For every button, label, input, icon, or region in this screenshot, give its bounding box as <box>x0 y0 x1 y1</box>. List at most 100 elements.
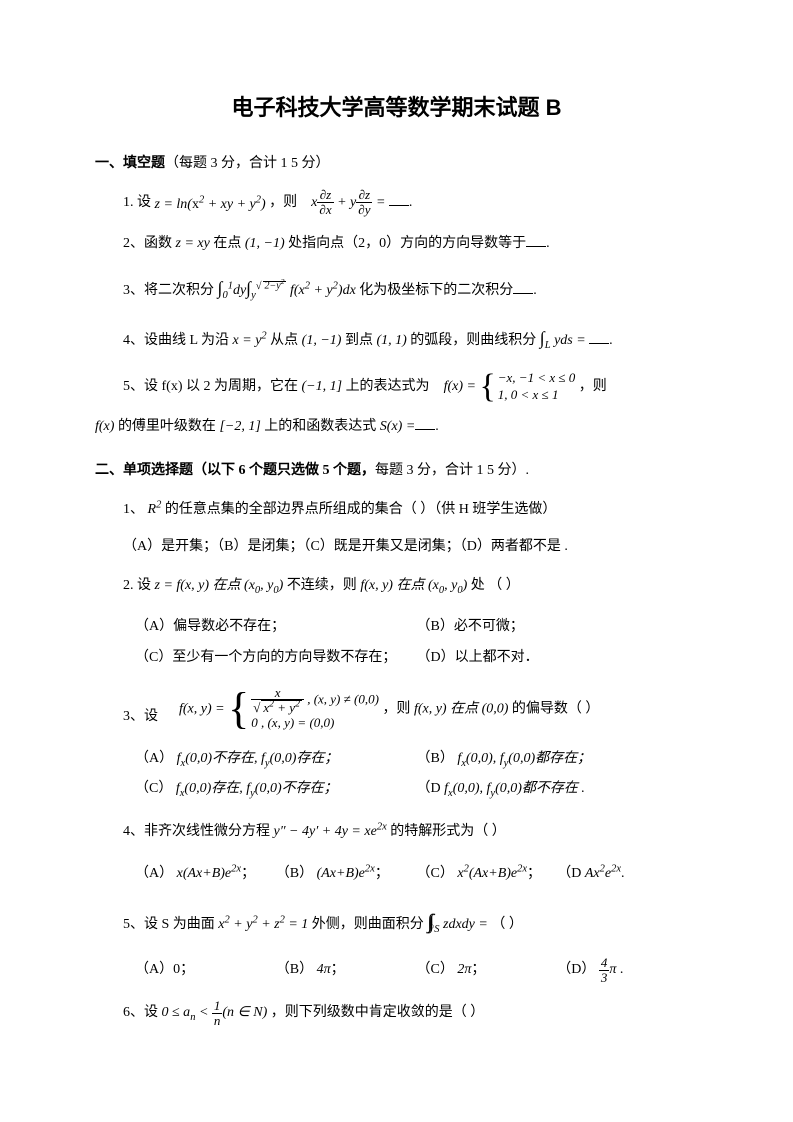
s2-q6-expr: 0 ≤ an < 1n(n ∈ N) <box>162 1005 268 1020</box>
section-1-header-rest: （每题 3 分，合计 1 5 分） <box>165 156 330 171</box>
blank <box>513 281 533 295</box>
s2-q3-tail: 的偏导数（ ） <box>512 701 600 716</box>
page-title: 电子科技大学高等数学期末试题 B <box>95 90 698 125</box>
s2-q2-optD: （D）以上都不对． <box>417 643 699 674</box>
s1-q1-expr2: x∂z∂x + y∂z∂y = <box>311 195 389 210</box>
s2-q5-optC: （C） 2π； <box>417 955 558 986</box>
s2-q6: 6、设 0 ≤ an < 1n(n ∈ N) ，则下列级数中肯定收敛的是（ ） <box>123 998 698 1027</box>
s1-q3-prefix: 3、将二次积分 <box>123 283 218 298</box>
s2-q1-prefix: 1、 <box>123 502 148 517</box>
s2-q1-opts: （A）是开集；（B）是闭集；（C）既是开集又是闭集；（D）两者都不是 . <box>123 536 698 558</box>
s2-q5-options: （A）0； （B） 4π； （C） 2π； （D） 43π . <box>135 955 698 986</box>
s1-q4-p2: (1, 1) <box>376 333 406 348</box>
blank <box>526 233 546 247</box>
s2-q3-optA: （A） fx(0,0)不存在, fy(0,0)存在； <box>135 744 417 775</box>
s1-q5-interval2: [−2, 1] <box>219 419 260 434</box>
s2-q2-optC: （C）至少有一个方向的方向导数不存在； <box>135 643 417 674</box>
s1-q4-suffix: . <box>609 333 613 348</box>
s1-q5-mid1: 上的表达式为 <box>346 379 434 394</box>
s2-q2-mid1: 不连续，则 <box>287 578 361 593</box>
s1-q5-l2-mid1: 的傅里叶级数在 <box>118 419 220 434</box>
s2-q5-prefix: 5、设 S 为曲面 <box>123 917 218 932</box>
s2-q2-optA: （A）偏导数必不存在； <box>135 612 417 643</box>
s2-q5-optB: （B） 4π； <box>276 955 417 986</box>
s2-q3-optD: （D fx(0,0), fy(0,0)都不存在 . <box>417 774 699 805</box>
s2-q4: 4、非齐次线性微分方程 y″ − 4y′ + 4y = xe2x 的特解形式为（… <box>123 817 698 846</box>
section-2-header: 二、单项选择题（以下 6 个题只选做 5 个题，每题 3 分，合计 1 5 分）… <box>95 460 698 482</box>
s2-q2-expr1: z = f(x, y) 在点 (x0, y0) <box>155 578 284 593</box>
s1-q5-piecewise: { −x, −1 < x ≤ 0 1, 0 < x ≤ 1 <box>479 370 575 404</box>
s2-q3-piecewise: { x√x2 + y2 , (x, y) ≠ (0,0) 0 , (x, y) … <box>228 686 379 732</box>
section-1-header-bold: 一、填空题 <box>95 156 165 171</box>
section-2-header-bold: 二、单项选择题（以下 6 个题只选做 5 个题， <box>95 463 375 478</box>
s1-q4-p1: (1, −1) <box>302 333 342 348</box>
s1-q5-mid2: ，则 <box>579 379 607 394</box>
s2-q4-optA: （A） x(Ax+B)e2x； <box>135 859 276 890</box>
s2-q3-optC: （C） fx(0,0)存在, fy(0,0)不存在； <box>135 774 417 805</box>
s2-q3-case2: 0 , (x, y) = (0,0) <box>251 715 379 732</box>
s2-q3-c1-cond: , (x, y) ≠ (0,0) <box>307 691 379 706</box>
s1-q4-mid2: 到点 <box>345 333 377 348</box>
blank <box>415 416 435 430</box>
s2-q6-prefix: 6、设 <box>123 1005 162 1020</box>
s2-q3: 3、设 f(x, y) = { x√x2 + y2 , (x, y) ≠ (0,… <box>123 686 698 732</box>
s2-q2-mid2: 处 （ ） <box>471 578 520 593</box>
s1-q1-suffix: . <box>409 195 413 210</box>
s2-q3-lhs: f(x, y) = <box>179 701 225 716</box>
s2-q4-mid: 的特解形式为（ ） <box>390 824 506 839</box>
s2-q6-mid: ，则下列级数中肯定收敛的是（ ） <box>271 1005 485 1020</box>
s2-q4-prefix: 4、非齐次线性微分方程 <box>123 824 274 839</box>
s1-q5-prefix: 5、设 f(x) 以 2 为周期，它在 <box>123 379 302 394</box>
s1-q4-expr2: ∫L yds = <box>540 333 589 348</box>
s1-q5: 5、设 f(x) 以 2 为周期，它在 (−1, 1] 上的表达式为 f(x) … <box>123 370 698 404</box>
s2-q3-optB: （B） fx(0,0), fy(0,0)都存在； <box>417 744 699 775</box>
s1-q2-suffix: . <box>546 236 550 251</box>
s2-q5-mid1: 外侧，则曲面积分 <box>312 917 428 932</box>
s1-q1-prefix: 1. 设 <box>123 195 155 210</box>
s1-q5-suffix: . <box>435 419 439 434</box>
s1-q2-mid1: 在点 <box>213 236 245 251</box>
section-1-header: 一、填空题（每题 3 分，合计 1 5 分） <box>95 153 698 175</box>
section-2-header-rest: 每题 3 分，合计 1 5 分）. <box>375 463 529 478</box>
s1-q2-expr1: z = xy <box>176 236 210 251</box>
s1-q3-suffix: . <box>533 283 537 298</box>
s2-q5: 5、设 S 为曲面 x2 + y2 + z2 = 1 外侧，则曲面积分 ∫∫S … <box>123 901 698 943</box>
s1-q2: 2、函数 z = xy 在点 (1, −1) 处指向点（2，0）方向的方向导数等… <box>123 229 698 258</box>
s1-q5-case1: −x, −1 < x ≤ 0 <box>498 370 576 387</box>
brace-icon: { <box>228 687 249 731</box>
s2-q2: 2. 设 z = f(x, y) 在点 (x0, y0) 不连续，则 f(x, … <box>123 571 698 600</box>
s1-q4: 4、设曲线 L 为沿 x = y2 从点 (1, −1) 到点 (1, 1) 的… <box>123 320 698 358</box>
s2-q2-prefix: 2. 设 <box>123 578 155 593</box>
s1-q4-mid3: 的弧段，则曲线积分 <box>410 333 540 348</box>
s1-q5-line2: f(x) 的傅里叶级数在 [−2, 1] 上的和函数表达式 S(x) =. <box>95 416 698 438</box>
s2-q1: 1、 R2 的任意点集的全部边界点所组成的集合（ ）（供 H 班学生选做） <box>123 495 698 524</box>
s1-q1: 1. 设 z = ln(x2 + xy + y2) ，则 x∂z∂x + y∂z… <box>123 188 698 217</box>
s2-q2-options: （A）偏导数必不存在； （B）必不可微； （C）至少有一个方向的方向导数不存在；… <box>135 612 698 674</box>
s1-q2-point: (1, −1) <box>245 236 285 251</box>
s2-q3-case1: x√x2 + y2 , (x, y) ≠ (0,0) <box>251 686 379 715</box>
s1-q5-lhs: f(x) = <box>444 379 476 394</box>
page: 电子科技大学高等数学期末试题 B 一、填空题（每题 3 分，合计 1 5 分） … <box>0 0 793 1100</box>
s2-q1-expr: R2 <box>148 502 162 517</box>
s1-q3-mid: 化为极坐标下的二次积分 <box>359 283 513 298</box>
s2-q5-expr2: ∫∫S zdxdy = <box>427 917 488 932</box>
s2-q3-options: （A） fx(0,0)不存在, fy(0,0)存在； （B） fx(0,0), … <box>135 744 698 806</box>
s1-q3-expr: ∫01dy∫y√2−y2 f(x2 + y2)dx <box>218 283 356 298</box>
s1-q5-l2-prefix: f(x) <box>95 419 114 434</box>
s2-q1-mid: 的任意点集的全部边界点所组成的集合（ ）（供 H 班学生选做） <box>165 502 557 517</box>
s2-q5-optA: （A）0； <box>135 955 276 986</box>
s2-q4-optB: （B） (Ax+B)e2x； <box>276 859 417 890</box>
s2-q5-mid2: （ ） <box>491 917 523 932</box>
s2-q5-optD: （D） 43π . <box>557 955 698 986</box>
s1-q5-expr: S(x) = <box>380 419 416 434</box>
s1-q2-prefix: 2、函数 <box>123 236 176 251</box>
s1-q4-expr1: x = y2 <box>233 333 267 348</box>
brace-icon: { <box>479 370 495 404</box>
s2-q2-optB: （B）必不可微； <box>417 612 699 643</box>
s2-q3-expr: f(x, y) 在点 (0,0) <box>414 701 508 716</box>
s1-q2-mid2: 处指向点（2，0）方向的方向导数等于 <box>288 236 526 251</box>
s1-q1-expr1: z = ln(x2 + xy + y2) <box>155 197 266 212</box>
s1-q3: 3、将二次积分 ∫01dy∫y√2−y2 f(x2 + y2)dx 化为极坐标下… <box>123 270 698 308</box>
s1-q5-l2-mid2: 上的和函数表达式 <box>264 419 380 434</box>
s1-q4-mid1: 从点 <box>270 333 302 348</box>
